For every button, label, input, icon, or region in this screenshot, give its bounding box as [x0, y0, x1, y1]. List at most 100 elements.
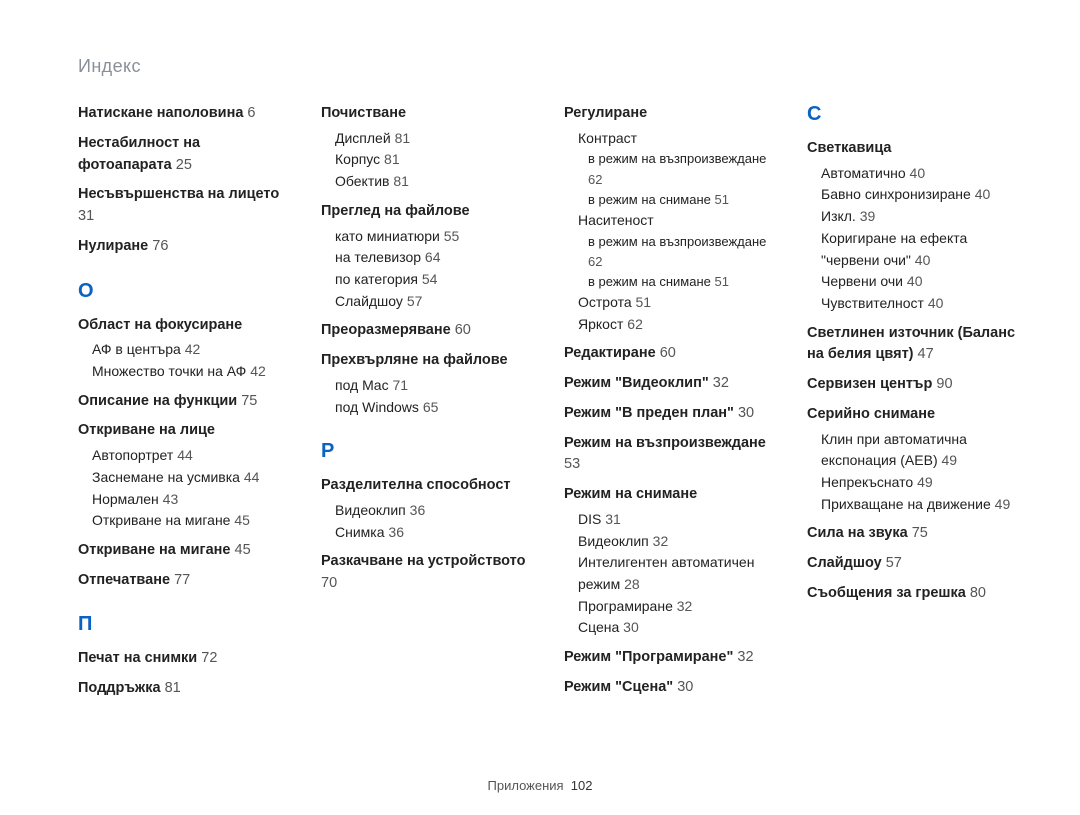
subentry[interactable]: Видеоклип 36	[335, 500, 534, 522]
entry-text: Режим "Видеоклип"	[564, 375, 709, 391]
index-entry[interactable]: Прехвърляне на файловепод Mac 71под Wind…	[321, 350, 534, 418]
index-entry[interactable]: Режим "Сцена" 30	[564, 677, 777, 699]
index-entry[interactable]: Преоразмеряване 60	[321, 320, 534, 342]
subentry[interactable]: Заснемане на усмивка 44	[92, 467, 291, 489]
subentry[interactable]: Червени очи 40	[821, 271, 1020, 293]
index-entry[interactable]: Слайдшоу 57	[807, 553, 1020, 575]
entry-text: Описание на функции	[78, 393, 237, 409]
subentry[interactable]: на телевизор 64	[335, 247, 534, 269]
subentry[interactable]: Снимка 36	[335, 522, 534, 544]
index-entry[interactable]: Сервизен център 90	[807, 374, 1020, 396]
subentry[interactable]: в режим на възпроизвеждане 62	[578, 149, 777, 189]
entry-subitems: Контраств режим на възпроизвеждане 62в р…	[564, 128, 777, 336]
subentry-page: 62	[588, 172, 602, 187]
index-entry[interactable]: Несъвършенства на лицето 31	[78, 184, 291, 228]
subentry[interactable]: Изкл. 39	[821, 206, 1020, 228]
subentry[interactable]: под Mac 71	[335, 375, 534, 397]
subentry[interactable]: Яркост 62	[578, 314, 777, 336]
subentry[interactable]: Клин при автоматична експонация (AEB) 49	[821, 429, 1020, 472]
subentry[interactable]: Коригиране на ефекта "червени очи" 40	[821, 228, 1020, 271]
index-entry[interactable]: Съобщения за грешка 80	[807, 583, 1020, 605]
subentry[interactable]: Корпус 81	[335, 149, 534, 171]
subentry[interactable]: под Windows 65	[335, 397, 534, 419]
index-page: Индекс Натискане наполовина 6Нестабилнос…	[0, 0, 1080, 815]
index-entry[interactable]: Серийно сниманеКлин при автоматична експ…	[807, 404, 1020, 516]
index-entry[interactable]: РегулиранеКонтраств режим на възпроизвеж…	[564, 103, 777, 335]
subentry[interactable]: DIS 31	[578, 509, 777, 531]
subentry[interactable]: Интелигентен автоматичен режим 28	[578, 552, 777, 595]
subentry-page: 45	[234, 512, 250, 528]
subentry[interactable]: в режим на възпроизвеждане 62	[578, 232, 777, 272]
subentry-page: 40	[915, 252, 931, 268]
index-entry[interactable]: Сила на звука 75	[807, 523, 1020, 545]
subentry[interactable]: Бавно синхронизиране 40	[821, 184, 1020, 206]
subentry-text: в режим на възпроизвеждане	[588, 234, 766, 249]
subentry[interactable]: Програмиране 32	[578, 596, 777, 618]
subentry-page: 54	[422, 271, 438, 287]
entry-page: 70	[321, 575, 337, 591]
index-entry[interactable]: Отпечатване 77	[78, 570, 291, 592]
index-entry[interactable]: Разкачване на устройството 70	[321, 551, 534, 595]
subentry[interactable]: в режим на снимане 51	[578, 190, 777, 210]
entry-text: Режим "Сцена"	[564, 679, 673, 695]
index-entry[interactable]: Печат на снимки 72	[78, 648, 291, 670]
entry-text: Поддръжка	[78, 680, 161, 696]
subentry-page: 57	[407, 293, 423, 309]
subentry-text: Изкл.	[821, 208, 856, 224]
subentry[interactable]: Наситеност	[578, 210, 777, 232]
index-entry[interactable]: Нестабилност на фотоапарата 25	[78, 133, 291, 177]
entry-subitems: като миниатюри 55на телевизор 64по катег…	[321, 226, 534, 313]
entry-text: Несъвършенства на лицето	[78, 186, 279, 202]
index-entry[interactable]: Режим "Програмиране" 32	[564, 647, 777, 669]
subentry[interactable]: Сцена 30	[578, 617, 777, 639]
index-entry[interactable]: Откриване на мигане 45	[78, 540, 291, 562]
subentry-text: на телевизор	[335, 249, 421, 265]
index-entry[interactable]: Натискане наполовина 6	[78, 103, 291, 125]
index-entry[interactable]: Редактиране 60	[564, 343, 777, 365]
index-entry[interactable]: Режим "Видеоклип" 32	[564, 373, 777, 395]
index-entry[interactable]: Режим на сниманеDIS 31Видеоклип 32Интели…	[564, 484, 777, 639]
entry-text: Почистване	[321, 105, 406, 121]
index-entry[interactable]: Почистване Дисплей 81Корпус 81Обектив 81	[321, 103, 534, 193]
index-entry[interactable]: Нулиране 76	[78, 236, 291, 258]
subentry[interactable]: Видеоклип 32	[578, 531, 777, 553]
subentry[interactable]: Контраст	[578, 128, 777, 150]
subentry-text: Дисплей	[335, 130, 391, 146]
subentry[interactable]: Слайдшоу 57	[335, 291, 534, 313]
subentry-page: 42	[185, 341, 201, 357]
subentry[interactable]: Дисплей 81	[335, 128, 534, 150]
subentry[interactable]: Автоматично 40	[821, 163, 1020, 185]
subentry-page: 31	[605, 511, 621, 527]
subentry-text: DIS	[578, 511, 601, 527]
subentry[interactable]: Чувствителност 40	[821, 293, 1020, 315]
entry-page: 76	[152, 238, 168, 254]
index-entry[interactable]: СветкавицаАвтоматично 40Бавно синхронизи…	[807, 138, 1020, 315]
index-entry[interactable]: Описание на функции 75	[78, 391, 291, 413]
subentry[interactable]: в режим на снимане 51	[578, 272, 777, 292]
index-entry[interactable]: Поддръжка 81	[78, 678, 291, 700]
index-entry[interactable]: Откриване на лицеАвтопортрет 44Заснемане…	[78, 420, 291, 532]
subentry[interactable]: Автопортрет 44	[92, 445, 291, 467]
subentry-page: 65	[423, 399, 439, 415]
index-entry[interactable]: Режим "В преден план" 30	[564, 403, 777, 425]
subentry[interactable]: АФ в центъра 42	[92, 339, 291, 361]
subentry[interactable]: Нормален 43	[92, 489, 291, 511]
subentry-text: Контраст	[578, 130, 637, 146]
subentry-text: Слайдшоу	[335, 293, 403, 309]
subentry[interactable]: Непрекъснато 49	[821, 472, 1020, 494]
subentry[interactable]: по категория 54	[335, 269, 534, 291]
index-entry[interactable]: Област на фокусиранеАФ в центъра 42Множе…	[78, 315, 291, 383]
subentry[interactable]: Острота 51	[578, 292, 777, 314]
subentry-page: 44	[244, 469, 260, 485]
subentry[interactable]: като миниатюри 55	[335, 226, 534, 248]
subentry[interactable]: Множество точки на АФ 42	[92, 361, 291, 383]
subentry-text: АФ в центъра	[92, 341, 181, 357]
subentry-page: 39	[860, 208, 876, 224]
index-entry[interactable]: Преглед на файловекато миниатюри 55на те…	[321, 201, 534, 313]
subentry[interactable]: Откриване на мигане 45	[92, 510, 291, 532]
index-entry[interactable]: Разделителна способностВидеоклип 36Снимк…	[321, 475, 534, 543]
subentry[interactable]: Прихващане на движение 49	[821, 494, 1020, 516]
index-entry[interactable]: Светлинен източник (Баланс на белия цвят…	[807, 323, 1020, 367]
index-entry[interactable]: Режим на възпроизвеждане 53	[564, 433, 777, 477]
subentry[interactable]: Обектив 81	[335, 171, 534, 193]
